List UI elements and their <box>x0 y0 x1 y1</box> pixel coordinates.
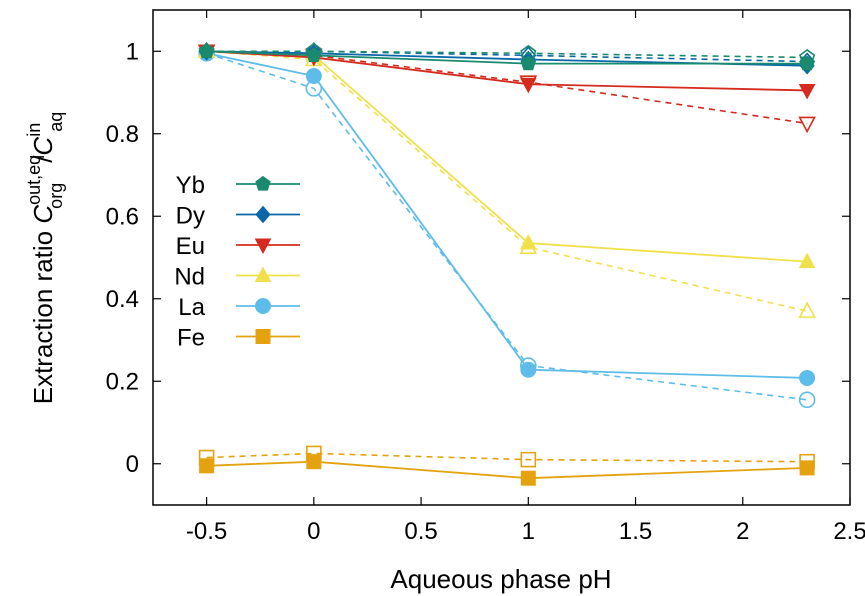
legend-marker-eu <box>254 238 272 255</box>
y-axis-title-num-var: C <box>28 205 58 224</box>
x-tick-label: 2.5 <box>833 518 865 545</box>
plot-frame <box>152 9 851 506</box>
legend-item-dy: Dy <box>176 203 300 230</box>
y-axis-title-den-sub: aq <box>46 112 66 132</box>
series-fe-solid-line <box>206 460 808 480</box>
series-eu-dashed-line <box>206 50 808 125</box>
y-tick-label: 0.4 <box>106 286 139 313</box>
x-tick-label: 0 <box>307 518 320 545</box>
legend-item-yb: Yb <box>176 172 300 199</box>
series-fe <box>198 445 815 486</box>
y-tick-label: 0 <box>126 451 139 478</box>
series-nd-filled-point <box>519 234 537 250</box>
y-axis-title: Extraction ratio Cout,eq org/Cin aq <box>24 112 66 405</box>
x-axis-title: Aqueous phase pH <box>390 564 611 594</box>
legend-marker-nd <box>254 266 272 282</box>
series-fe-filled-point <box>199 458 215 474</box>
legend-item-fe: Fe <box>177 325 300 352</box>
series-la-filled-point <box>305 68 322 84</box>
series-yb-filled-point <box>306 47 322 62</box>
series-la-open-point <box>798 391 816 409</box>
series-la-filled-point <box>799 369 816 386</box>
legend-item-la: La <box>178 294 300 321</box>
y-tick-label: 0.6 <box>106 203 139 230</box>
y-axis-title-den-sup: in <box>24 123 44 137</box>
legend-marker-la <box>255 298 271 314</box>
series-dy-solid-line <box>206 50 808 67</box>
series-fe-open-point <box>520 451 537 468</box>
y-axis-title-num-sup: out,eq <box>24 155 44 205</box>
legend-label-fe: Fe <box>177 325 205 352</box>
y-axis-title-slash: / <box>28 155 58 163</box>
y-tick-label: 0.2 <box>106 368 139 395</box>
legend-label-la: La <box>178 294 205 321</box>
series-yb <box>198 42 816 71</box>
legend-item-eu: Eu <box>176 233 300 260</box>
series-nd-open-point <box>798 301 816 318</box>
series-fe-filled-point <box>799 460 815 476</box>
series-la-solid-line <box>206 52 808 379</box>
series-eu-open-point <box>798 116 816 134</box>
series-la-filled-point <box>520 361 537 378</box>
series-yb-filled-point <box>520 55 537 71</box>
series-fe-dashed-line <box>206 452 808 463</box>
series-dy-dashed-line <box>206 50 808 63</box>
series-la-dashed-line <box>206 52 808 401</box>
legend-marker-dy <box>255 205 271 224</box>
x-tick-label: 1.5 <box>619 518 652 545</box>
x-tick-label: 1 <box>522 518 535 545</box>
legend-label-yb: Yb <box>176 172 205 199</box>
y-axis-title-prefix: Extraction ratio <box>28 224 58 405</box>
y-tick-label: 0.8 <box>106 121 139 148</box>
legend-label-nd: Nd <box>174 264 205 291</box>
legend: Yb Dy Eu Nd La Fe <box>174 172 300 352</box>
x-tick-label: 0.5 <box>404 518 437 545</box>
x-tick-label: -0.5 <box>186 518 227 545</box>
series-nd-filled-point <box>798 252 816 269</box>
y-axis-title-num-sub: org <box>46 183 66 209</box>
legend-marker-fe <box>255 329 271 344</box>
y-tick-label: 1 <box>126 38 139 65</box>
series-yb-dashed-line <box>206 50 808 59</box>
series-yb-filled-point <box>198 43 215 58</box>
series-yb-solid-line <box>206 50 808 65</box>
axes: -0.5 0 0.5 1 1.5 2 2.5 0 0.2 0.4 0.6 0.8 1 <box>106 10 865 545</box>
legend-marker-yb <box>255 175 271 191</box>
series-eu-filled-point <box>798 83 816 100</box>
series-fe-filled-point <box>520 470 536 486</box>
series-eu-filled-point <box>519 77 537 94</box>
y-axis-title-den-var: C <box>28 137 58 156</box>
series-eu-solid-line <box>206 50 808 92</box>
data-layer <box>197 41 816 486</box>
x-tick-label: 2 <box>736 518 749 545</box>
legend-label-dy: Dy <box>176 203 205 230</box>
legend-label-eu: Eu <box>176 233 205 260</box>
legend-item-nd: Nd <box>174 264 300 291</box>
series-yb-filled-point <box>799 55 815 71</box>
series-fe-filled-point <box>306 454 322 470</box>
